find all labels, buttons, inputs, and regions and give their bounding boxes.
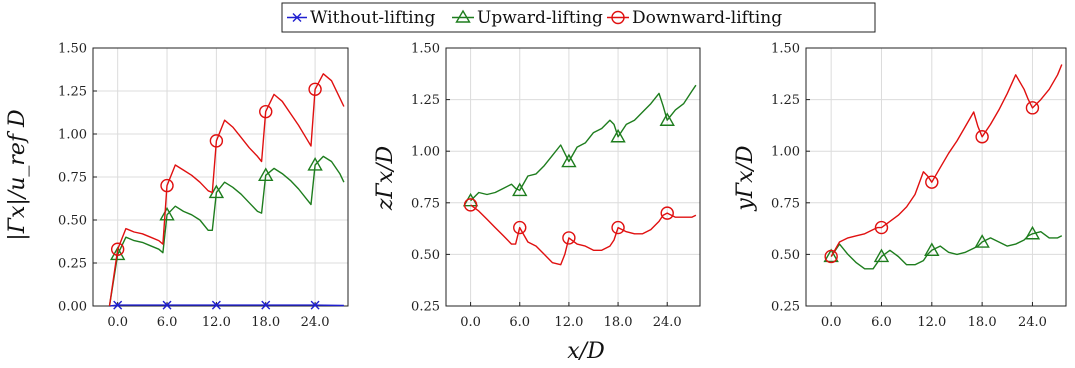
- series-line-upward-lifting: [470, 84, 697, 202]
- legend-entry-without-lifting: Without-lifting: [287, 8, 436, 28]
- panel-2: 0.0 6.0 12.0 18.0 24.0 0.25 0.50 0.75 1.00 1.25 1.…: [411, 42, 701, 330]
- marker-downward-lifting: [975, 130, 989, 144]
- marker-upward-lifting: [924, 242, 940, 256]
- ylabel-panel-1: |Γx|/u_ref D: [5, 109, 30, 241]
- triangle-marker-icon: [455, 9, 471, 23]
- legend-entry-upward-lifting: Upward-lifting: [452, 8, 603, 28]
- x-tick-label: 0.0: [107, 315, 128, 330]
- legend: Without-lifting Upward-lifting Downward-…: [281, 2, 876, 33]
- marker-downward-lifting: [209, 134, 224, 148]
- y-tick-label: 1.25: [411, 93, 440, 108]
- x-tick-label: 18.0: [968, 315, 997, 330]
- y-tick-label: 0.25: [411, 300, 440, 315]
- x-tick-label: 0.0: [460, 315, 481, 330]
- shared-xlabel: x/D: [567, 339, 605, 364]
- panel-3: 0.0 6.0 12.0 18.0 24.0 0.25 0.50 0.75 1.00 1.25 1.…: [771, 42, 1067, 330]
- x-tick-label: 12.0: [202, 315, 231, 330]
- marker-without-lifting: [113, 300, 123, 310]
- series-line-downward-lifting: [108, 73, 345, 307]
- circle-marker-icon: [611, 10, 625, 25]
- marker-upward-lifting: [561, 153, 577, 168]
- x-tick-label: 18.0: [604, 315, 633, 330]
- y-tick-label: 0.50: [771, 248, 800, 263]
- marker-downward-lifting: [874, 220, 889, 235]
- x-tick-label: 18.0: [251, 315, 280, 330]
- y-tick-label: 1.50: [771, 42, 800, 57]
- legend-frame: [281, 2, 876, 33]
- marker-downward-lifting: [562, 231, 576, 245]
- marker-downward-lifting: [160, 178, 174, 193]
- x-tick-label: 24.0: [301, 315, 330, 330]
- x-tick-label: 6.0: [509, 315, 530, 330]
- y-tick-label: 0.75: [58, 171, 87, 186]
- series-line-upward-lifting: [108, 155, 345, 307]
- marker-downward-lifting: [660, 206, 674, 220]
- panel-1: 0.0 6.0 12.0 18.0 24.0 0.00 0.25 0.50 0.75 1.00 1.…: [58, 42, 349, 330]
- marker-downward-lifting: [1025, 101, 1040, 115]
- y-tick-label: 1.25: [771, 93, 800, 108]
- y-tick-label: 1.25: [58, 85, 87, 100]
- marker-downward-lifting: [513, 220, 527, 235]
- ylabel-panel-3: yΓx/D: [733, 145, 758, 212]
- y-tick-label: 1.00: [771, 145, 800, 160]
- series-line-downward-lifting: [830, 64, 1063, 257]
- marker-downward-lifting: [110, 242, 125, 256]
- x-tick-label: 24.0: [1018, 315, 1047, 330]
- y-tick-label: 0.00: [58, 300, 87, 315]
- marker-upward-lifting: [512, 182, 528, 197]
- x-tick-label: 6.0: [871, 315, 892, 330]
- marker-upward-lifting: [307, 157, 323, 171]
- marker-downward-lifting: [259, 104, 273, 119]
- axes-frame: [445, 47, 701, 307]
- marker-upward-lifting: [258, 167, 274, 181]
- marker-downward-lifting: [925, 175, 939, 189]
- y-tick-label: 1.00: [411, 145, 440, 160]
- y-tick-label: 0.50: [411, 248, 440, 263]
- ylabel-panel-2: zΓx/D: [373, 145, 398, 211]
- marker-downward-lifting: [463, 198, 478, 212]
- y-tick-label: 1.00: [58, 128, 87, 143]
- marker-upward-lifting: [159, 206, 175, 221]
- marker-downward-lifting: [611, 220, 625, 235]
- marker-without-lifting: [261, 300, 271, 310]
- y-tick-label: 0.50: [58, 214, 87, 229]
- marker-upward-lifting: [1024, 225, 1041, 240]
- x-tick-label: 12.0: [554, 315, 583, 330]
- plots: 0.0 6.0 12.0 18.0 24.0 0.00 0.25 0.50 0.75 1.00 1.…: [58, 42, 1067, 330]
- x-tick-label: 6.0: [157, 315, 178, 330]
- x-tick-label: 12.0: [917, 315, 946, 330]
- x-tick-label: 24.0: [653, 315, 682, 330]
- legend-label-upward-lifting: Upward-lifting: [477, 8, 603, 28]
- marker-upward-lifting: [208, 184, 225, 199]
- y-tick-label: 1.50: [411, 42, 440, 57]
- marker-without-lifting: [310, 300, 320, 310]
- y-tick-label: 0.25: [58, 257, 87, 272]
- marker-upward-lifting: [873, 248, 890, 263]
- marker-downward-lifting: [824, 249, 838, 264]
- marker-upward-lifting: [823, 248, 839, 263]
- marker-without-lifting: [211, 300, 221, 310]
- marker-upward-lifting: [974, 234, 990, 248]
- y-tick-label: 1.50: [58, 42, 87, 57]
- y-tick-label: 0.75: [411, 196, 440, 211]
- x-marker-icon: [292, 13, 302, 22]
- legend-entry-downward-lifting: Downward-lifting: [607, 8, 782, 28]
- marker-upward-lifting: [610, 128, 626, 143]
- marker-upward-lifting: [659, 112, 675, 126]
- marker-downward-lifting: [308, 82, 322, 96]
- x-tick-label: 0.0: [821, 315, 842, 330]
- axes-frame: [805, 47, 1067, 307]
- series-line-downward-lifting: [470, 204, 697, 266]
- legend-label-without-lifting: Without-lifting: [310, 8, 436, 28]
- legend-label-downward-lifting: Downward-lifting: [632, 8, 782, 28]
- y-tick-label: 0.75: [771, 196, 800, 211]
- marker-without-lifting: [162, 300, 172, 310]
- y-tick-label: 0.25: [771, 300, 800, 315]
